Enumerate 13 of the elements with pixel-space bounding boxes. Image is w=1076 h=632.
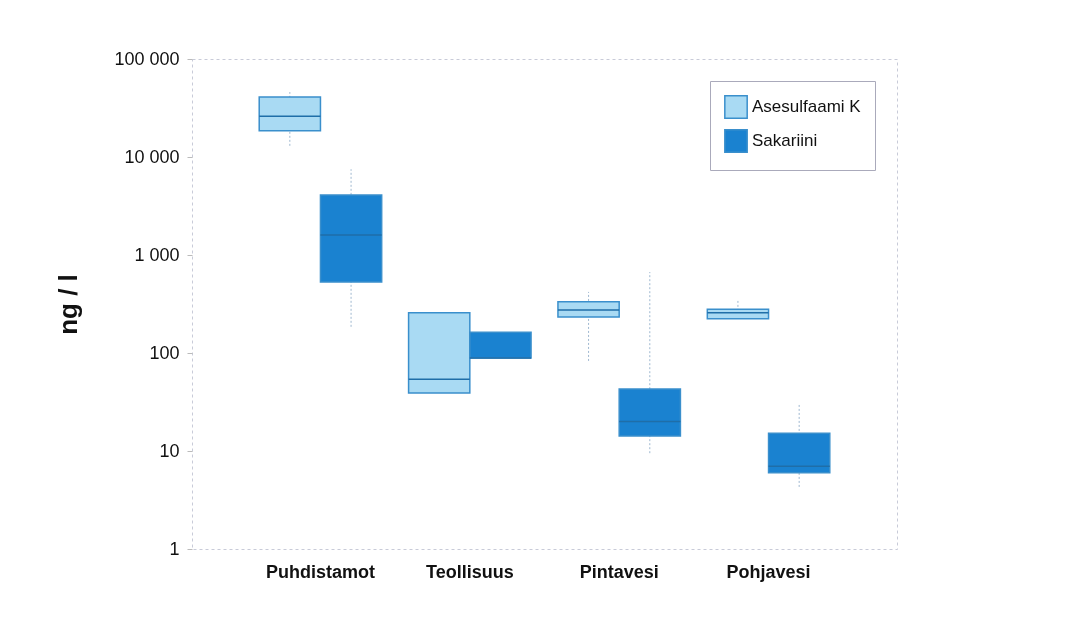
- x-tick-label: Teollisuus: [425, 561, 514, 582]
- y-tick-label: 10 000: [124, 146, 180, 167]
- x-tick-label: Pintavesi: [579, 561, 659, 582]
- y-tick-label: 10: [159, 440, 180, 461]
- y-tick-label: 1 000: [134, 244, 180, 265]
- y-tick-label: 1: [169, 538, 180, 559]
- legend-label: Sakariini: [752, 131, 818, 150]
- y-axis-title: ng / l: [53, 274, 84, 335]
- x-tick-label: Puhdistamot: [265, 561, 375, 582]
- y-tick-label: 100: [149, 342, 180, 363]
- y-tick-label: 100 000: [114, 48, 180, 69]
- legend-label: Asesulfaami K: [752, 97, 862, 116]
- x-tick-label: Pohjavesi: [726, 561, 811, 582]
